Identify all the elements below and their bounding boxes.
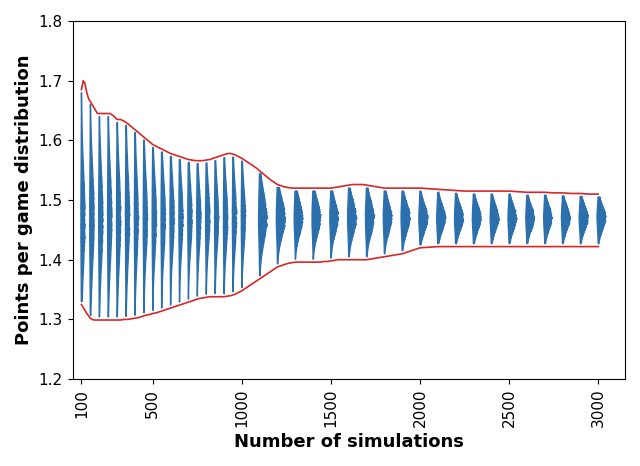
Polygon shape xyxy=(161,152,166,308)
Polygon shape xyxy=(196,164,201,296)
Polygon shape xyxy=(170,157,175,305)
Polygon shape xyxy=(294,191,303,259)
Polygon shape xyxy=(125,125,130,316)
Polygon shape xyxy=(188,163,192,299)
Polygon shape xyxy=(348,188,356,257)
Polygon shape xyxy=(116,123,121,317)
Polygon shape xyxy=(543,195,553,244)
Polygon shape xyxy=(205,163,210,295)
X-axis label: Number of simulations: Number of simulations xyxy=(234,433,464,451)
Polygon shape xyxy=(223,158,228,294)
Polygon shape xyxy=(81,93,85,302)
Polygon shape xyxy=(508,194,517,244)
Polygon shape xyxy=(276,187,285,264)
Polygon shape xyxy=(472,194,481,244)
Polygon shape xyxy=(152,148,157,310)
Polygon shape xyxy=(179,159,184,302)
Polygon shape xyxy=(232,157,237,292)
Polygon shape xyxy=(436,192,446,244)
Polygon shape xyxy=(383,191,392,254)
Polygon shape xyxy=(214,161,219,294)
Polygon shape xyxy=(241,161,246,288)
Polygon shape xyxy=(108,116,112,317)
Polygon shape xyxy=(419,191,428,245)
Polygon shape xyxy=(526,195,535,244)
Polygon shape xyxy=(597,197,606,244)
Polygon shape xyxy=(401,191,410,251)
Polygon shape xyxy=(490,194,499,244)
Polygon shape xyxy=(134,133,139,315)
Polygon shape xyxy=(579,197,588,244)
Polygon shape xyxy=(330,191,339,258)
Y-axis label: Points per game distribution: Points per game distribution xyxy=(15,55,33,345)
Polygon shape xyxy=(143,140,148,313)
Polygon shape xyxy=(454,193,464,244)
Polygon shape xyxy=(312,191,321,259)
Polygon shape xyxy=(365,188,374,257)
Polygon shape xyxy=(90,104,94,315)
Polygon shape xyxy=(99,116,103,317)
Polygon shape xyxy=(561,196,571,244)
Polygon shape xyxy=(259,174,268,276)
